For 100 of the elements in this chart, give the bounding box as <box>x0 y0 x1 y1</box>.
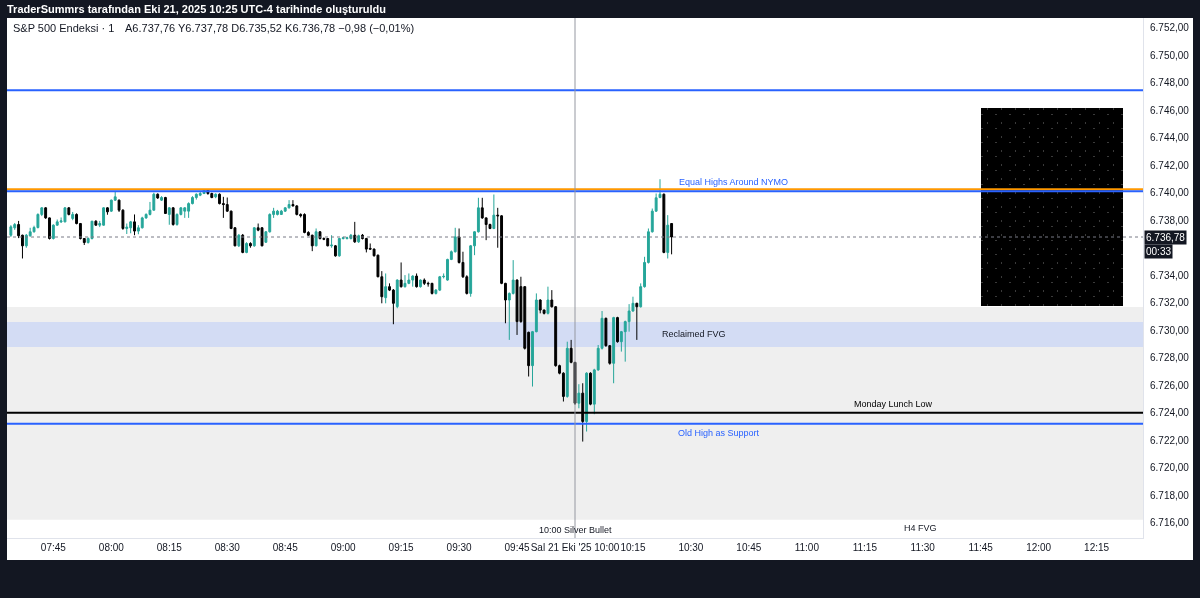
candlestick <box>666 214 670 259</box>
candlestick <box>419 278 422 289</box>
candlestick <box>415 272 419 289</box>
candlestick <box>295 204 299 216</box>
y-tick-label: 6.720,00 <box>1150 462 1190 474</box>
candlestick <box>399 261 403 289</box>
candlestick <box>314 227 318 247</box>
candlestick <box>333 244 337 258</box>
x-tick-label: 09:00 <box>330 542 357 553</box>
candlestick <box>156 192 160 200</box>
y-tick-label: 6.716,00 <box>1150 517 1190 529</box>
ref-line-label: Old High as Support <box>678 428 760 438</box>
annotation: A6.737,76 Y6.737,78 D6.735,52 K6.736,78 −0,98 (−0,01%) <box>125 22 415 34</box>
x-tick-label: 08:45 <box>272 542 299 553</box>
candlestick <box>585 371 589 433</box>
candlestick <box>345 236 349 240</box>
candlestick <box>210 192 214 199</box>
y-tick-label: 6.744,00 <box>1150 132 1190 144</box>
text: 00:33 <box>1146 246 1172 257</box>
x-tick-label: 10:45 <box>736 542 762 553</box>
candlestick <box>102 206 106 227</box>
y-tick-label: 6.726,00 <box>1150 379 1190 391</box>
ref-line-label: 6.736,78 <box>1146 232 1186 243</box>
candlestick <box>129 220 133 234</box>
candlestick <box>438 275 442 292</box>
candlestick <box>276 209 279 216</box>
x-tick-label: 12:15 <box>1084 542 1110 553</box>
y-tick-label: 6.740,00 <box>1150 187 1190 199</box>
candlestick <box>214 192 218 198</box>
y-tick-label: 6.748,00 <box>1150 77 1190 89</box>
candlestick <box>248 242 252 249</box>
candlestick <box>411 274 415 288</box>
y-tick-label: 6.718,00 <box>1150 489 1190 501</box>
candlestick <box>538 298 542 314</box>
x-tick-label: 10:30 <box>678 542 704 553</box>
y-tick-label: 6.732,00 <box>1150 297 1190 309</box>
x-tick-label: 11:15 <box>852 542 878 553</box>
candlestick <box>67 206 71 216</box>
x-tick-label: Sal 21 Eki '25 10:00 <box>530 542 620 553</box>
x-tick-label: 09:30 <box>446 542 473 553</box>
candlestick <box>260 226 264 247</box>
y-tick-label: 6.746,00 <box>1150 104 1190 116</box>
candlestick <box>612 316 616 384</box>
candlestick <box>407 272 411 285</box>
candlestick <box>167 206 171 226</box>
candlestick <box>364 237 368 253</box>
candlestick <box>515 278 519 336</box>
y-tick-label: 6.722,00 <box>1150 434 1190 446</box>
candlestick <box>384 272 388 304</box>
x-tick-label: 07:45 <box>40 542 67 553</box>
chart-subtitle: S&P 500 Endeksi · 1 <box>13 22 115 34</box>
band-label: Reclaimed FVG <box>662 329 726 339</box>
candlestick <box>330 234 334 249</box>
candlestick <box>252 226 256 248</box>
candlestick <box>577 383 581 409</box>
candlestick <box>430 282 434 296</box>
candlestick <box>51 223 55 240</box>
candlestick <box>241 233 245 254</box>
candlestick <box>9 224 13 238</box>
band-label: H4 FVG <box>904 523 937 533</box>
candlestick <box>616 316 619 344</box>
x-tick-label: 08:30 <box>214 542 241 553</box>
y-tick-label: 6.724,00 <box>1150 407 1190 419</box>
ref-line-label: Monday Lunch Low <box>854 399 933 409</box>
ref-line-label: Equal Highs Around NYMO <box>679 177 789 187</box>
candlestick <box>279 209 283 216</box>
candlestick <box>662 193 666 254</box>
y-tick-label: 6.750,00 <box>1150 49 1190 61</box>
candlestick <box>194 192 198 201</box>
y-tick-label: 6.734,00 <box>1150 269 1190 281</box>
candlestick <box>133 213 136 236</box>
candlestick <box>171 206 175 227</box>
y-tick-label: 6.728,00 <box>1150 352 1190 364</box>
candlestick <box>492 194 496 230</box>
candlestick <box>353 221 357 244</box>
candlestick <box>152 192 156 212</box>
candlestick <box>287 199 291 210</box>
y-tick-label: 6.738,00 <box>1150 214 1190 226</box>
candlestick <box>237 233 241 248</box>
candlestick <box>221 196 225 219</box>
y-tick-label: 6.742,00 <box>1150 159 1190 171</box>
candlestick <box>403 274 407 289</box>
x-tick-label: 08:00 <box>98 542 125 553</box>
ref-line-label: 10:00 Silver Bullet <box>539 525 613 535</box>
candlestick <box>163 196 167 215</box>
candlestick <box>546 286 550 315</box>
candlestick <box>337 237 341 258</box>
candlestick <box>106 206 109 216</box>
chart-title: TraderSummrs tarafından Eki 21, 2025 10:25 UTC-4 tarihinde oluşturuldu <box>7 2 387 17</box>
x-tick-label: 12:00 <box>1026 542 1052 553</box>
candlestick <box>670 222 674 255</box>
x-tick-label: 08:15 <box>156 542 183 553</box>
candlestick <box>183 206 187 219</box>
x-tick-label: 11:30 <box>910 542 936 553</box>
candlestick <box>94 219 98 227</box>
candlestick <box>395 278 399 309</box>
candlestick <box>310 234 314 252</box>
candlestick <box>589 371 592 406</box>
x-tick-label: 11:45 <box>968 542 994 553</box>
x-tick-label: 11:00 <box>794 542 820 553</box>
